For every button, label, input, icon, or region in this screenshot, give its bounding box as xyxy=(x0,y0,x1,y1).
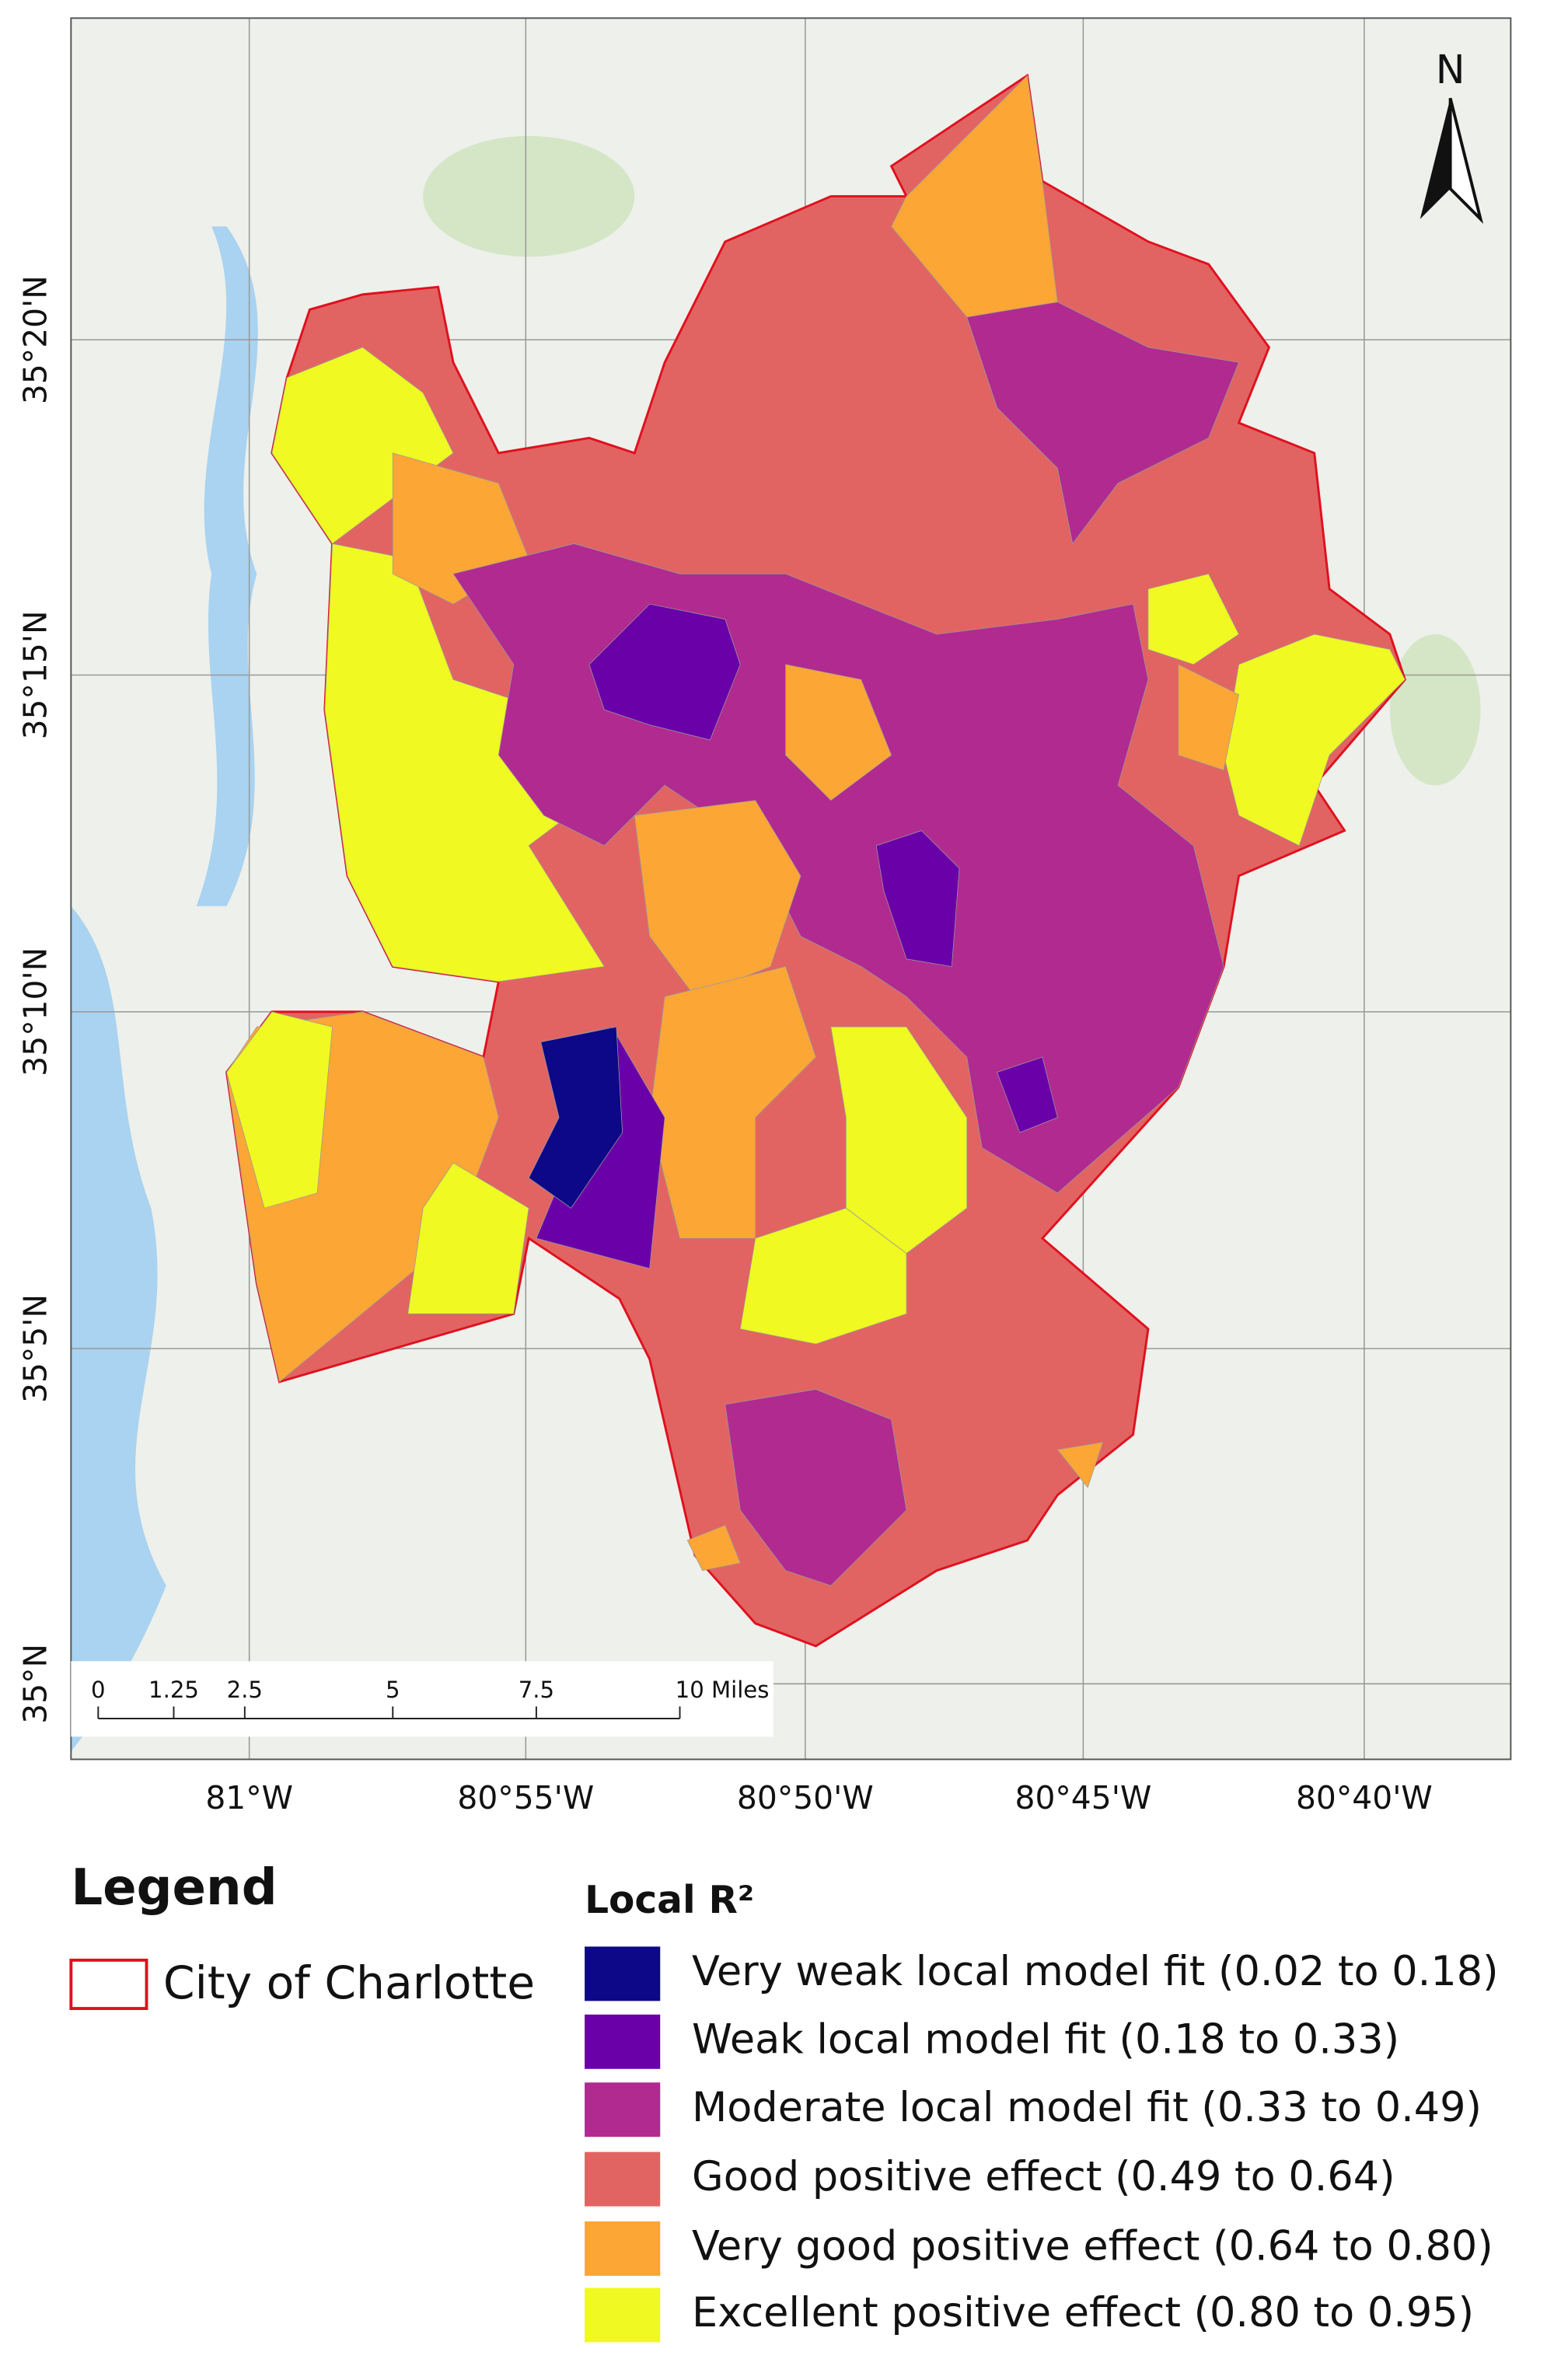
north-arrow: N xyxy=(1420,47,1484,225)
lon-label: 80°40'W xyxy=(1296,1779,1433,1816)
class-swatch xyxy=(585,2221,661,2276)
fill-title: Local R² xyxy=(585,1879,754,1922)
class-swatch xyxy=(585,2151,661,2207)
class-label: Good positive effect (0.49 to 0.64) xyxy=(692,2153,1395,2200)
lat-label: 35°5'N xyxy=(17,1294,54,1403)
scale-label: 10 Miles xyxy=(676,1677,770,1703)
class-label: Weak local model fit (0.18 to 0.33) xyxy=(692,2015,1399,2063)
scale-label: 5 xyxy=(386,1677,400,1703)
lat-label: 35°10'N xyxy=(17,947,54,1077)
lon-label: 80°45'W xyxy=(1014,1779,1151,1816)
class-swatch xyxy=(585,2014,661,2069)
class-swatch xyxy=(585,2288,661,2343)
scale-label: 7.5 xyxy=(519,1677,554,1703)
local-r2-map xyxy=(225,73,1406,1648)
scale-label: 1.25 xyxy=(148,1677,199,1703)
class-label: Excellent positive effect (0.80 to 0.95) xyxy=(692,2289,1474,2336)
class-swatch xyxy=(585,2082,661,2137)
legend-title: Legend xyxy=(71,1858,277,1917)
lon-label: 80°55'W xyxy=(457,1779,594,1816)
scale-label: 2.5 xyxy=(227,1677,263,1703)
north-label: N xyxy=(1436,47,1465,92)
map-frame xyxy=(70,17,1512,1761)
lon-label: 80°50'W xyxy=(737,1779,874,1816)
scale-label: 0 xyxy=(91,1677,106,1703)
lat-label: 35°15'N xyxy=(17,610,54,739)
scale-bar: 0 1.25 2.5 5 7.5 10 Miles xyxy=(71,1661,774,1737)
boundary-swatch xyxy=(69,1958,148,2010)
lon-label: 81°W xyxy=(205,1779,293,1816)
class-label: Moderate local model fit (0.33 to 0.49) xyxy=(692,2084,1482,2131)
class-swatch xyxy=(585,1946,661,2001)
lat-label: 35°20'N xyxy=(17,275,54,404)
class-label: Very weak local model fit (0.02 to 0.18) xyxy=(692,1948,1499,1995)
lat-label: 35°N xyxy=(17,1644,54,1724)
class-label: Very good positive effect (0.64 to 0.80) xyxy=(692,2223,1493,2270)
boundary-label: City of Charlotte xyxy=(163,1956,535,2009)
